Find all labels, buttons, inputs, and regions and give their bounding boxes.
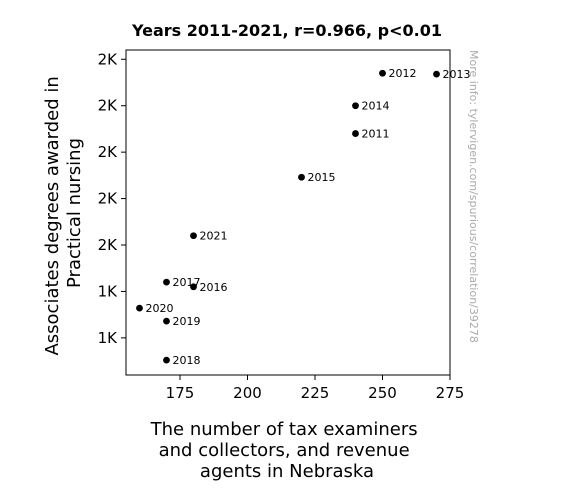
data-point-label-2021: 2021 xyxy=(200,230,228,243)
data-point-label-2013: 2013 xyxy=(443,68,471,81)
data-point-2012 xyxy=(379,69,386,77)
y-axis-label-line-2: Practical nursing xyxy=(64,138,85,288)
x-axis-ticks: 175 200 225 250 275 xyxy=(166,375,465,402)
data-point-2019 xyxy=(163,317,170,325)
plot-area xyxy=(125,49,451,376)
data-point-2018 xyxy=(163,356,170,364)
data-point-2016 xyxy=(190,283,197,291)
y-axis-label: Associates degrees awarded in Practical … xyxy=(42,70,85,355)
y-tick-label: 1K xyxy=(98,282,119,300)
data-point-label-2014: 2014 xyxy=(362,100,390,113)
chart-title: Years 2011-2021, r=0.966, p<0.01 xyxy=(131,21,442,40)
data-point-label-2019: 2019 xyxy=(173,315,201,328)
x-axis-label: The number of tax examiners and collecto… xyxy=(150,419,424,482)
data-point-2013 xyxy=(433,70,440,78)
data-point-label-2012: 2012 xyxy=(389,67,417,80)
data-point-label-2020: 2020 xyxy=(146,302,174,315)
x-tick-label: 200 xyxy=(233,384,262,402)
y-tick-label: 2K xyxy=(98,190,119,208)
x-tick-label: 225 xyxy=(301,384,330,402)
x-tick-label: 275 xyxy=(436,384,465,402)
y-tick-label: 2K xyxy=(98,50,119,68)
watermark: More info: tylervigen.com/spurious/corre… xyxy=(467,50,480,343)
x-tick-label: 175 xyxy=(166,384,195,402)
y-tick-label: 2K xyxy=(98,97,119,115)
data-point-2020 xyxy=(136,304,143,312)
y-tick-label: 2K xyxy=(98,236,119,254)
data-point-2017 xyxy=(163,278,170,286)
x-axis-label-line-1: The number of tax examiners xyxy=(150,419,418,440)
data-point-label-2011: 2011 xyxy=(362,128,390,141)
data-point-2014 xyxy=(352,102,359,110)
x-axis-label-line-2: and collectors, and revenue xyxy=(159,440,410,461)
y-tick-label: 1K xyxy=(98,329,119,347)
data-point-2011 xyxy=(352,130,359,137)
data-point-2021 xyxy=(190,232,197,240)
data-point-label-2017: 2017 xyxy=(173,276,201,289)
data-point-2015 xyxy=(298,173,305,181)
y-axis-ticks: 1K 1K 2K 2K 2K 2K 2K xyxy=(98,50,126,347)
x-tick-label: 250 xyxy=(368,384,397,402)
data-point-label-2015: 2015 xyxy=(308,171,336,184)
data-point-label-2016: 2016 xyxy=(200,281,228,294)
data-point-label-2018: 2018 xyxy=(173,354,201,367)
x-axis-label-line-3: agents in Nebraska xyxy=(200,461,374,482)
y-tick-label: 2K xyxy=(98,143,119,161)
y-axis-label-line-1: Associates degrees awarded in xyxy=(42,76,63,355)
